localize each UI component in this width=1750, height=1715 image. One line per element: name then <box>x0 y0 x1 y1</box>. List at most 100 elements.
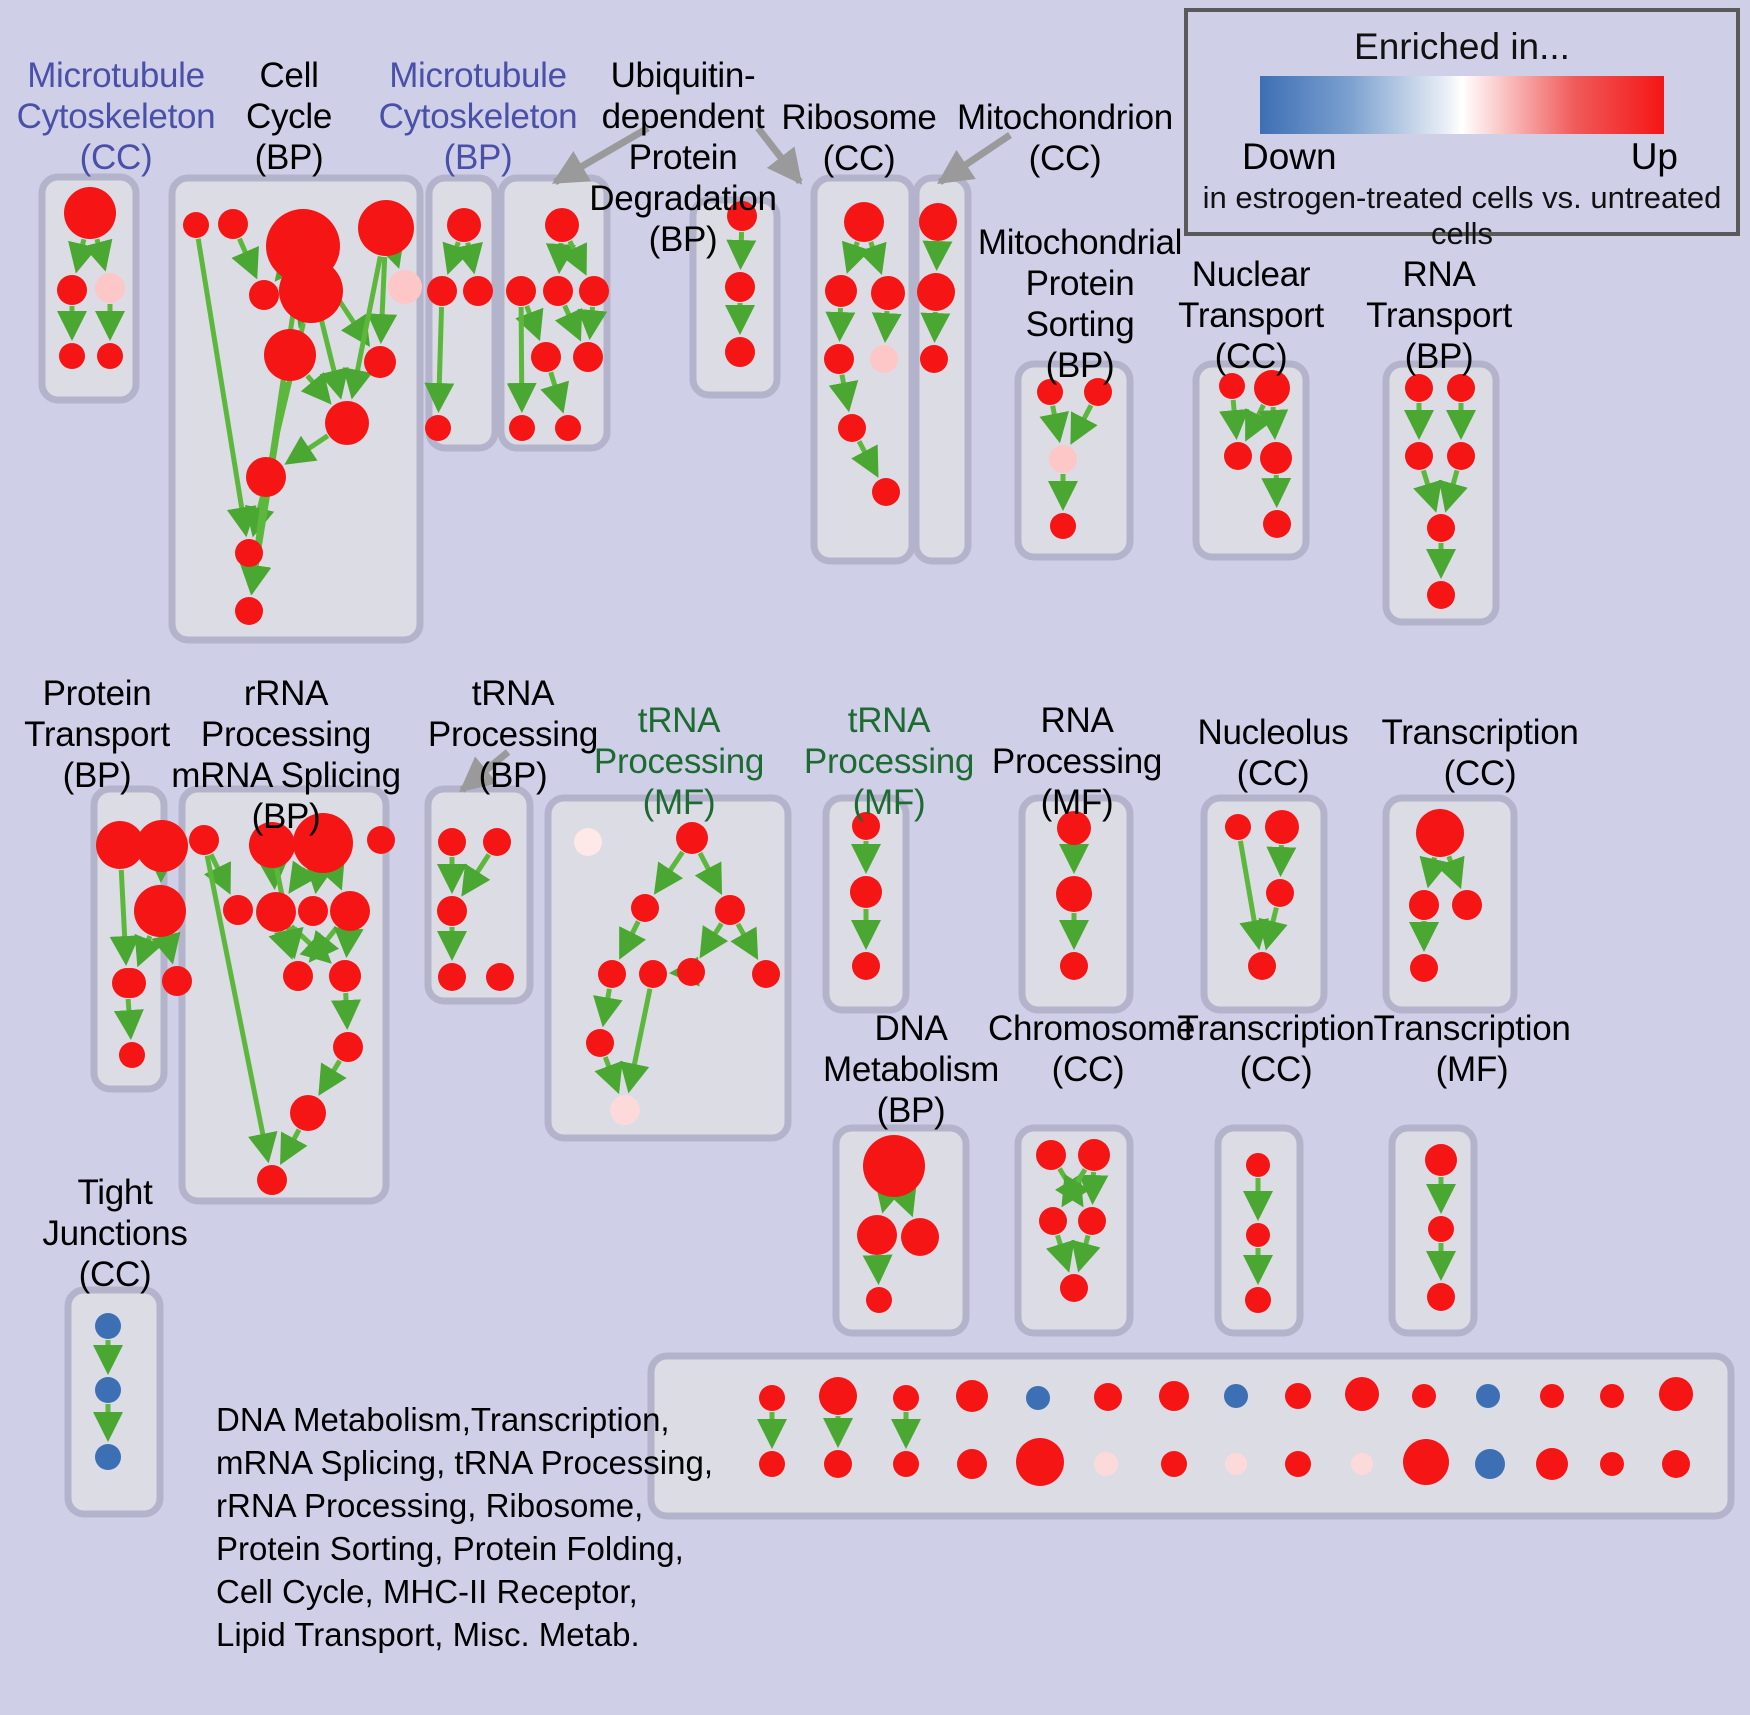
network-node <box>956 1380 988 1412</box>
edge <box>1061 1168 1091 1208</box>
cluster-label-trna-processing-mf-1: tRNA Processing (MF) <box>593 701 765 822</box>
network-node <box>1447 374 1475 402</box>
cluster-label-tight-junctions-cc: Tight Junctions (CC) <box>42 1173 188 1294</box>
network-node <box>506 276 536 306</box>
network-node <box>486 963 514 991</box>
network-node <box>256 892 296 932</box>
network-node <box>893 1451 919 1477</box>
network-node <box>1476 1384 1500 1408</box>
edge <box>851 440 879 478</box>
network-node <box>1452 890 1482 920</box>
network-node <box>863 1135 925 1197</box>
network-node <box>1475 1449 1505 1479</box>
network-node <box>425 415 451 441</box>
network-node <box>249 822 295 868</box>
edge <box>231 237 259 280</box>
edge <box>113 998 144 1041</box>
network-node <box>555 415 581 441</box>
edge <box>694 851 723 895</box>
cluster-label-dna-metabolism-bp: DNA Metabolism (BP) <box>823 1009 999 1130</box>
network-node <box>119 1042 145 1068</box>
network-node <box>1410 954 1438 982</box>
edge <box>858 241 887 276</box>
network-node <box>437 896 467 926</box>
network-node <box>1078 1139 1110 1171</box>
network-node <box>134 885 186 937</box>
misc-cluster-note: DNA Metabolism,Transcription, mRNA Splic… <box>216 1401 714 1653</box>
network-node <box>574 828 602 856</box>
network-node <box>64 187 116 239</box>
network-node <box>1260 442 1292 474</box>
edge <box>559 240 587 276</box>
network-node <box>1084 378 1112 406</box>
network-node <box>857 1215 897 1255</box>
network-node <box>1245 1287 1271 1313</box>
network-node <box>1224 1384 1248 1408</box>
edge <box>151 931 181 965</box>
legend-down-label: Down <box>1242 136 1337 177</box>
network-node <box>293 813 353 873</box>
network-node <box>264 329 316 381</box>
network-node <box>235 597 263 625</box>
network-node <box>759 1451 785 1477</box>
cluster-label-protein-transport-bp: Protein Transport (BP) <box>24 674 170 795</box>
network-node <box>957 1449 987 1479</box>
network-node <box>610 1095 640 1125</box>
network-node <box>96 821 144 869</box>
edge <box>316 857 345 891</box>
edge <box>288 860 318 894</box>
cluster-box-chromosome-cc <box>1014 1124 1134 1337</box>
network-node <box>509 415 535 441</box>
network-node <box>1026 1386 1050 1410</box>
edge <box>699 922 729 959</box>
network-node <box>725 337 755 367</box>
edge <box>593 988 623 1028</box>
network-node <box>329 960 361 992</box>
network-node <box>246 457 286 497</box>
network-node <box>598 960 626 988</box>
network-node <box>872 478 900 506</box>
edge <box>461 853 491 897</box>
edge <box>920 311 951 344</box>
arrow-to-ubiquitin-box <box>551 124 650 186</box>
edge <box>653 850 685 895</box>
edge <box>515 305 544 342</box>
edge <box>888 1183 917 1218</box>
network-node <box>824 344 854 374</box>
cluster-label-rrna-mrna-splicing-bp: rRNA Processing mRNA Splicing (BP) <box>171 674 401 836</box>
edge <box>342 255 383 400</box>
network-node <box>1050 513 1076 539</box>
network-node <box>358 200 414 256</box>
network-node <box>1094 1383 1122 1411</box>
cluster-label-microtubule-cytoskeleton-bp: Microtubule Cytoskeleton (BP) <box>378 56 578 177</box>
network-node <box>1600 1384 1624 1408</box>
cluster-box-misc-strip <box>647 1352 1735 1520</box>
network-node <box>1056 876 1092 912</box>
network-node <box>249 280 279 310</box>
network-node <box>367 826 395 854</box>
network-node <box>1159 1381 1189 1411</box>
network-node <box>1285 1383 1311 1409</box>
network-node <box>95 273 125 303</box>
network-node <box>825 275 857 307</box>
edge <box>871 310 902 344</box>
edge <box>300 371 332 405</box>
edge <box>577 306 608 341</box>
edge <box>726 231 757 271</box>
cluster-label-transcription-cc-row2: Transcription (CC) <box>1381 713 1579 793</box>
network-node <box>919 203 957 241</box>
legend-subtitle: in estrogen-treated cells vs. untreated … <box>1202 180 1722 251</box>
network-node <box>1225 814 1251 840</box>
network-node <box>1345 1377 1379 1411</box>
legend-title: Enriched in... <box>1354 26 1570 67</box>
network-node <box>183 212 209 238</box>
edge <box>83 238 113 272</box>
edge <box>68 238 98 274</box>
network-node <box>824 1450 852 1478</box>
network-node <box>850 876 882 908</box>
network-node <box>463 276 493 306</box>
edge <box>109 869 140 967</box>
network-node <box>676 822 708 854</box>
cluster-label-trna-processing-mf-2: tRNA Processing (MF) <box>803 701 975 822</box>
